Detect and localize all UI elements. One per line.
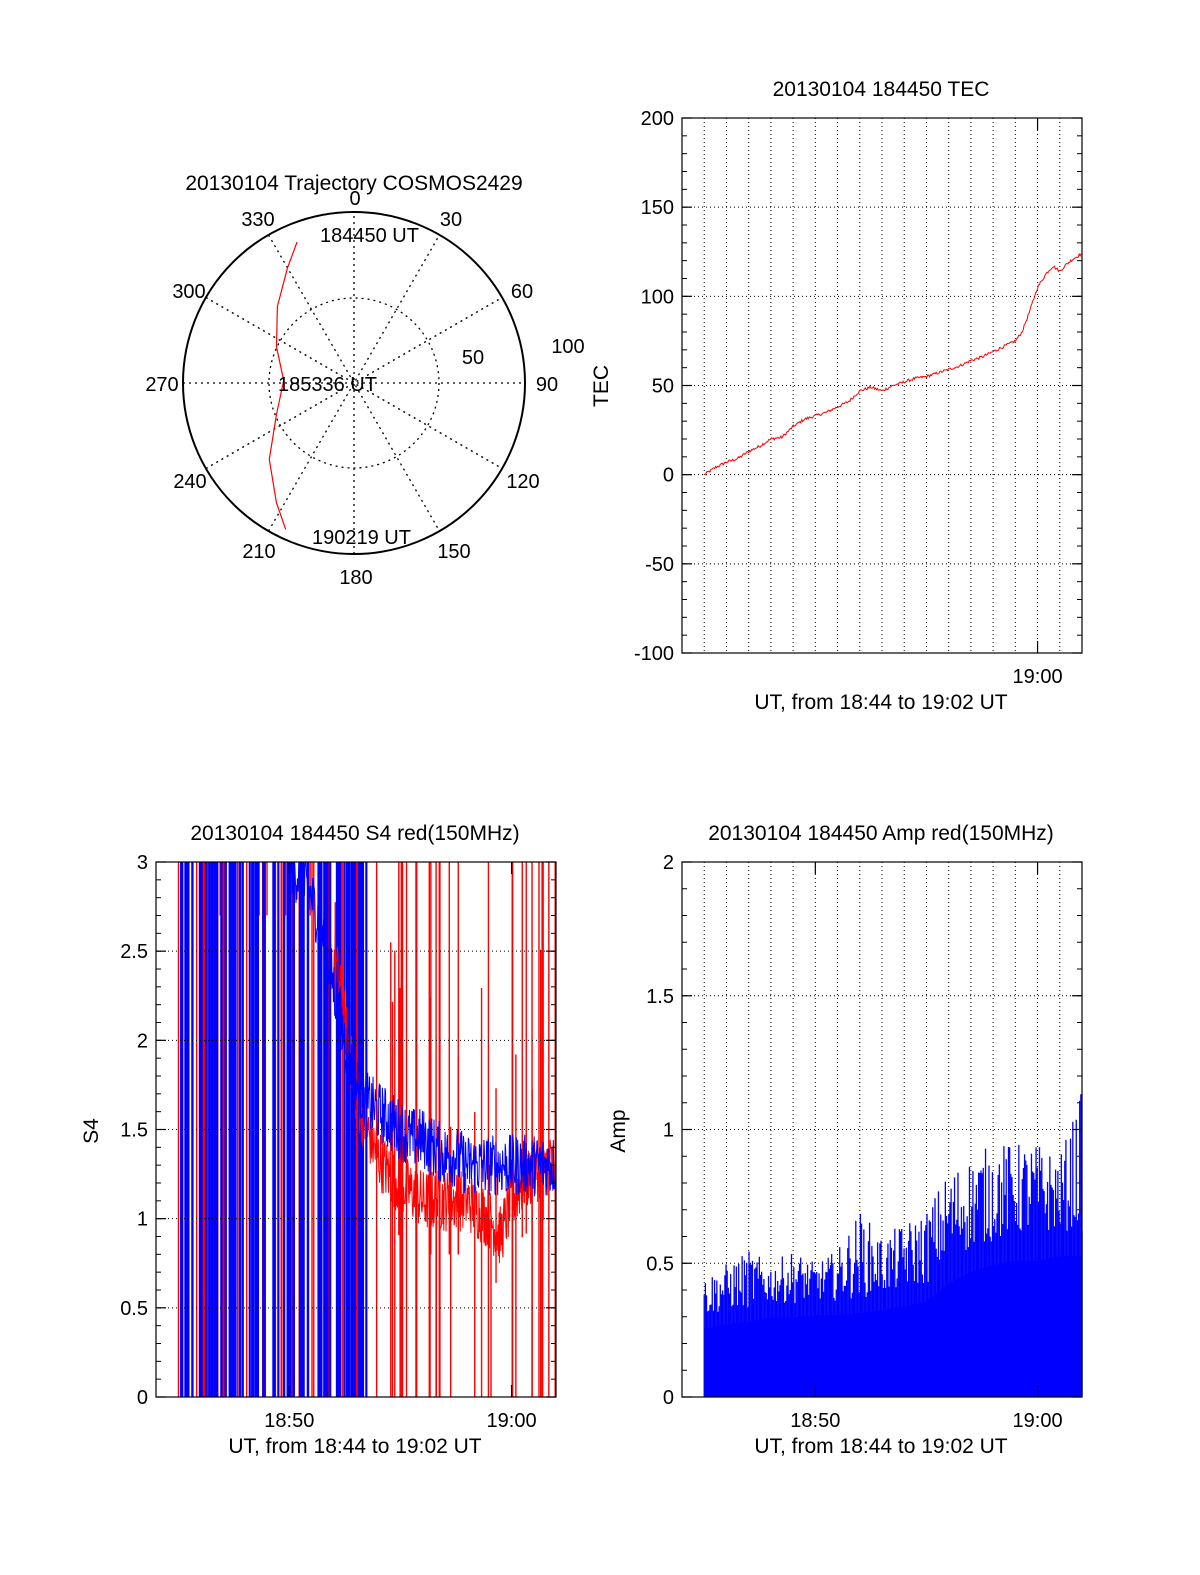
tec-ylabel: TEC	[590, 365, 613, 407]
tec-ytick-label: -100	[634, 643, 674, 665]
trajectory-title: 20130104 Trajectory COSMOS2429	[185, 172, 522, 195]
radial-label-100: 100	[551, 336, 584, 358]
azimuth-label: 240	[173, 471, 206, 493]
azimuth-label: 30	[440, 209, 462, 231]
s4-frame	[155, 861, 557, 1398]
s4-ytick-label: 1	[137, 1209, 148, 1231]
s4-title: 20130104 184450 S4 red(150MHz)	[190, 822, 519, 845]
amp-plot-area: 2 1.5 1 0.5 0 18:50 19:00	[646, 852, 1083, 1432]
track-mid-label: 185336 UT	[278, 374, 377, 396]
s4-xtick-label: 19:00	[487, 1410, 537, 1432]
polar-grid	[182, 211, 526, 555]
azimuth-label: 0	[349, 188, 360, 210]
amp-frame	[681, 861, 1083, 1398]
tec-ytick-label: 150	[641, 197, 674, 219]
tec-ytick-label: 100	[641, 286, 674, 308]
trajectory-panel: 20130104 Trajectory COSMOS2429 0 30 60 90 12…	[145, 172, 584, 589]
radial-label-50: 50	[462, 347, 484, 369]
s4-marks	[177, 860, 557, 1397]
amp-ytick-label: 1.5	[646, 986, 674, 1008]
amp-ytick-label: 0	[663, 1387, 674, 1409]
amp-xtick-label: 18:50	[790, 1410, 840, 1432]
polar-azimuth-labels: 0 30 60 90 120 150 180 210 240 270 300 330	[145, 188, 558, 589]
azimuth-label: 330	[241, 209, 274, 231]
tec-series-line	[704, 252, 1083, 476]
tec-xlabel: UT, from 18:44 to 19:02 UT	[754, 691, 1007, 714]
azimuth-label: 300	[172, 281, 205, 303]
track-start-label: 184450 UT	[320, 225, 419, 247]
azimuth-label: 90	[536, 374, 558, 396]
tec-xtick-label: 19:00	[1013, 666, 1063, 688]
azimuth-label: 180	[339, 567, 372, 589]
s4-xlabel: UT, from 18:44 to 19:02 UT	[228, 1435, 481, 1458]
tec-ytick-label: 50	[652, 376, 674, 398]
tec-ytick-label: 0	[663, 465, 674, 487]
tec-panel: 20130104 184450 TEC 200 150 100 50 0 -50 -100 1…	[590, 78, 1083, 714]
tec-ytick-label: 200	[641, 108, 674, 130]
s4-xtick-label: 18:50	[264, 1410, 314, 1432]
amp-panel: 20130104 184450 Amp red(150MHz) 2 1.5 1 0.5…	[607, 822, 1083, 1458]
azimuth-label: 210	[242, 541, 275, 563]
s4-ytick-label: 2.5	[120, 941, 148, 963]
amp-ytick-label: 0.5	[646, 1253, 674, 1275]
tec-ytick-label: -50	[645, 554, 674, 576]
amp-area	[704, 1256, 1082, 1397]
amp-xlabel: UT, from 18:44 to 19:02 UT	[754, 1435, 1007, 1458]
amp-title: 20130104 184450 Amp red(150MHz)	[708, 822, 1054, 845]
s4-ytick-label: 1.5	[120, 1120, 148, 1142]
s4-blue-series	[289, 860, 557, 1197]
s4-panel: 20130104 184450 S4 red(150MHz) 3 2.5 2 1.5 1…	[80, 822, 557, 1458]
s4-ylabel: S4	[80, 1118, 103, 1144]
azimuth-label: 120	[506, 471, 539, 493]
track-end-label: 190219 UT	[312, 527, 411, 549]
azimuth-label: 60	[511, 281, 533, 303]
s4-ytick-label: 3	[137, 852, 148, 874]
amp-xtick-label: 19:00	[1013, 1410, 1063, 1432]
azimuth-label: 150	[437, 541, 470, 563]
tec-plot-area: 200 150 100 50 0 -50 -100 19:00	[634, 108, 1083, 688]
amp-ylabel: Amp	[607, 1109, 630, 1152]
amp-ytick-label: 2	[663, 852, 674, 874]
s4-ytick-label: 0.5	[120, 1298, 148, 1320]
s4-plot-area: 3 2.5 2 1.5 1 0.5 0 18:50 19:00	[120, 852, 557, 1432]
amp-ytick-label: 1	[663, 1120, 674, 1142]
s4-ytick-label: 2	[137, 1030, 148, 1052]
s4-ytick-label: 0	[137, 1387, 148, 1409]
azimuth-label: 270	[145, 374, 178, 396]
tec-frame	[681, 117, 1083, 654]
tec-title: 20130104 184450 TEC	[773, 78, 990, 101]
trajectory-track	[268, 241, 298, 530]
